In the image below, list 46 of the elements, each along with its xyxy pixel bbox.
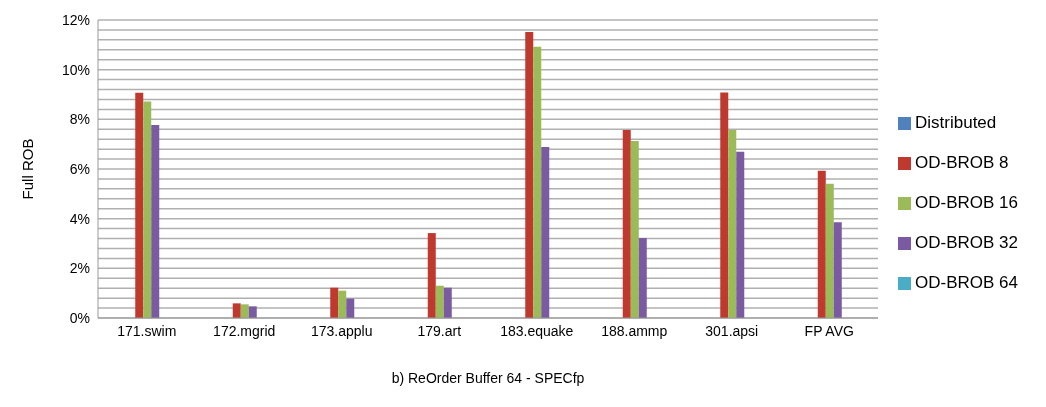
x-tick-label: 173.applu — [311, 322, 373, 339]
x-tick-label: 188.ammp — [601, 322, 668, 339]
bar — [346, 298, 355, 318]
bar — [143, 101, 152, 318]
bar — [720, 92, 729, 318]
bar — [338, 290, 347, 318]
y-tick-label: 8% — [69, 111, 90, 128]
bar — [638, 238, 647, 318]
legend-label: OD-BROB 32 — [915, 233, 1018, 252]
x-tick-label: 183.equake — [500, 322, 574, 339]
x-tick-label: 179.art — [417, 322, 462, 339]
y-tick-label: 4% — [69, 210, 90, 227]
bar — [525, 31, 534, 318]
y-tick-label: 0% — [69, 309, 90, 326]
bar — [533, 46, 542, 318]
bar — [135, 92, 144, 318]
y-tick-label: 2% — [69, 260, 90, 277]
bar — [622, 130, 631, 318]
bar — [541, 146, 550, 318]
x-tick-label: 172.mgrid — [213, 322, 276, 339]
bar — [240, 304, 249, 318]
bar — [817, 170, 826, 318]
bar — [435, 285, 444, 318]
legend-label: OD-BROB 16 — [915, 193, 1018, 212]
x-tick-label: FP AVG — [804, 322, 854, 339]
bar — [151, 125, 160, 318]
bar — [330, 287, 339, 318]
y-tick-label: 12% — [61, 11, 90, 28]
bar — [833, 222, 842, 318]
y-axis-title: Full ROB — [19, 138, 37, 200]
bar — [248, 306, 257, 318]
legend-label: OD-BROB 64 — [915, 273, 1018, 292]
y-tick-label: 10% — [61, 61, 90, 78]
y-tick-label: 6% — [69, 160, 90, 177]
bar — [443, 287, 452, 318]
x-axis-title: b) ReOrder Buffer 64 - SPECfp — [391, 370, 585, 386]
bar — [630, 140, 639, 318]
legend-label: Distributed — [915, 113, 997, 132]
x-tick-label: 301.apsi — [705, 322, 759, 339]
bar — [736, 151, 745, 318]
bar — [728, 130, 737, 318]
bar — [825, 183, 834, 318]
bar — [232, 303, 241, 318]
bar — [427, 233, 436, 318]
legend-label: OD-BROB 8 — [915, 153, 1009, 172]
x-tick-label: 171.swim — [117, 322, 177, 339]
